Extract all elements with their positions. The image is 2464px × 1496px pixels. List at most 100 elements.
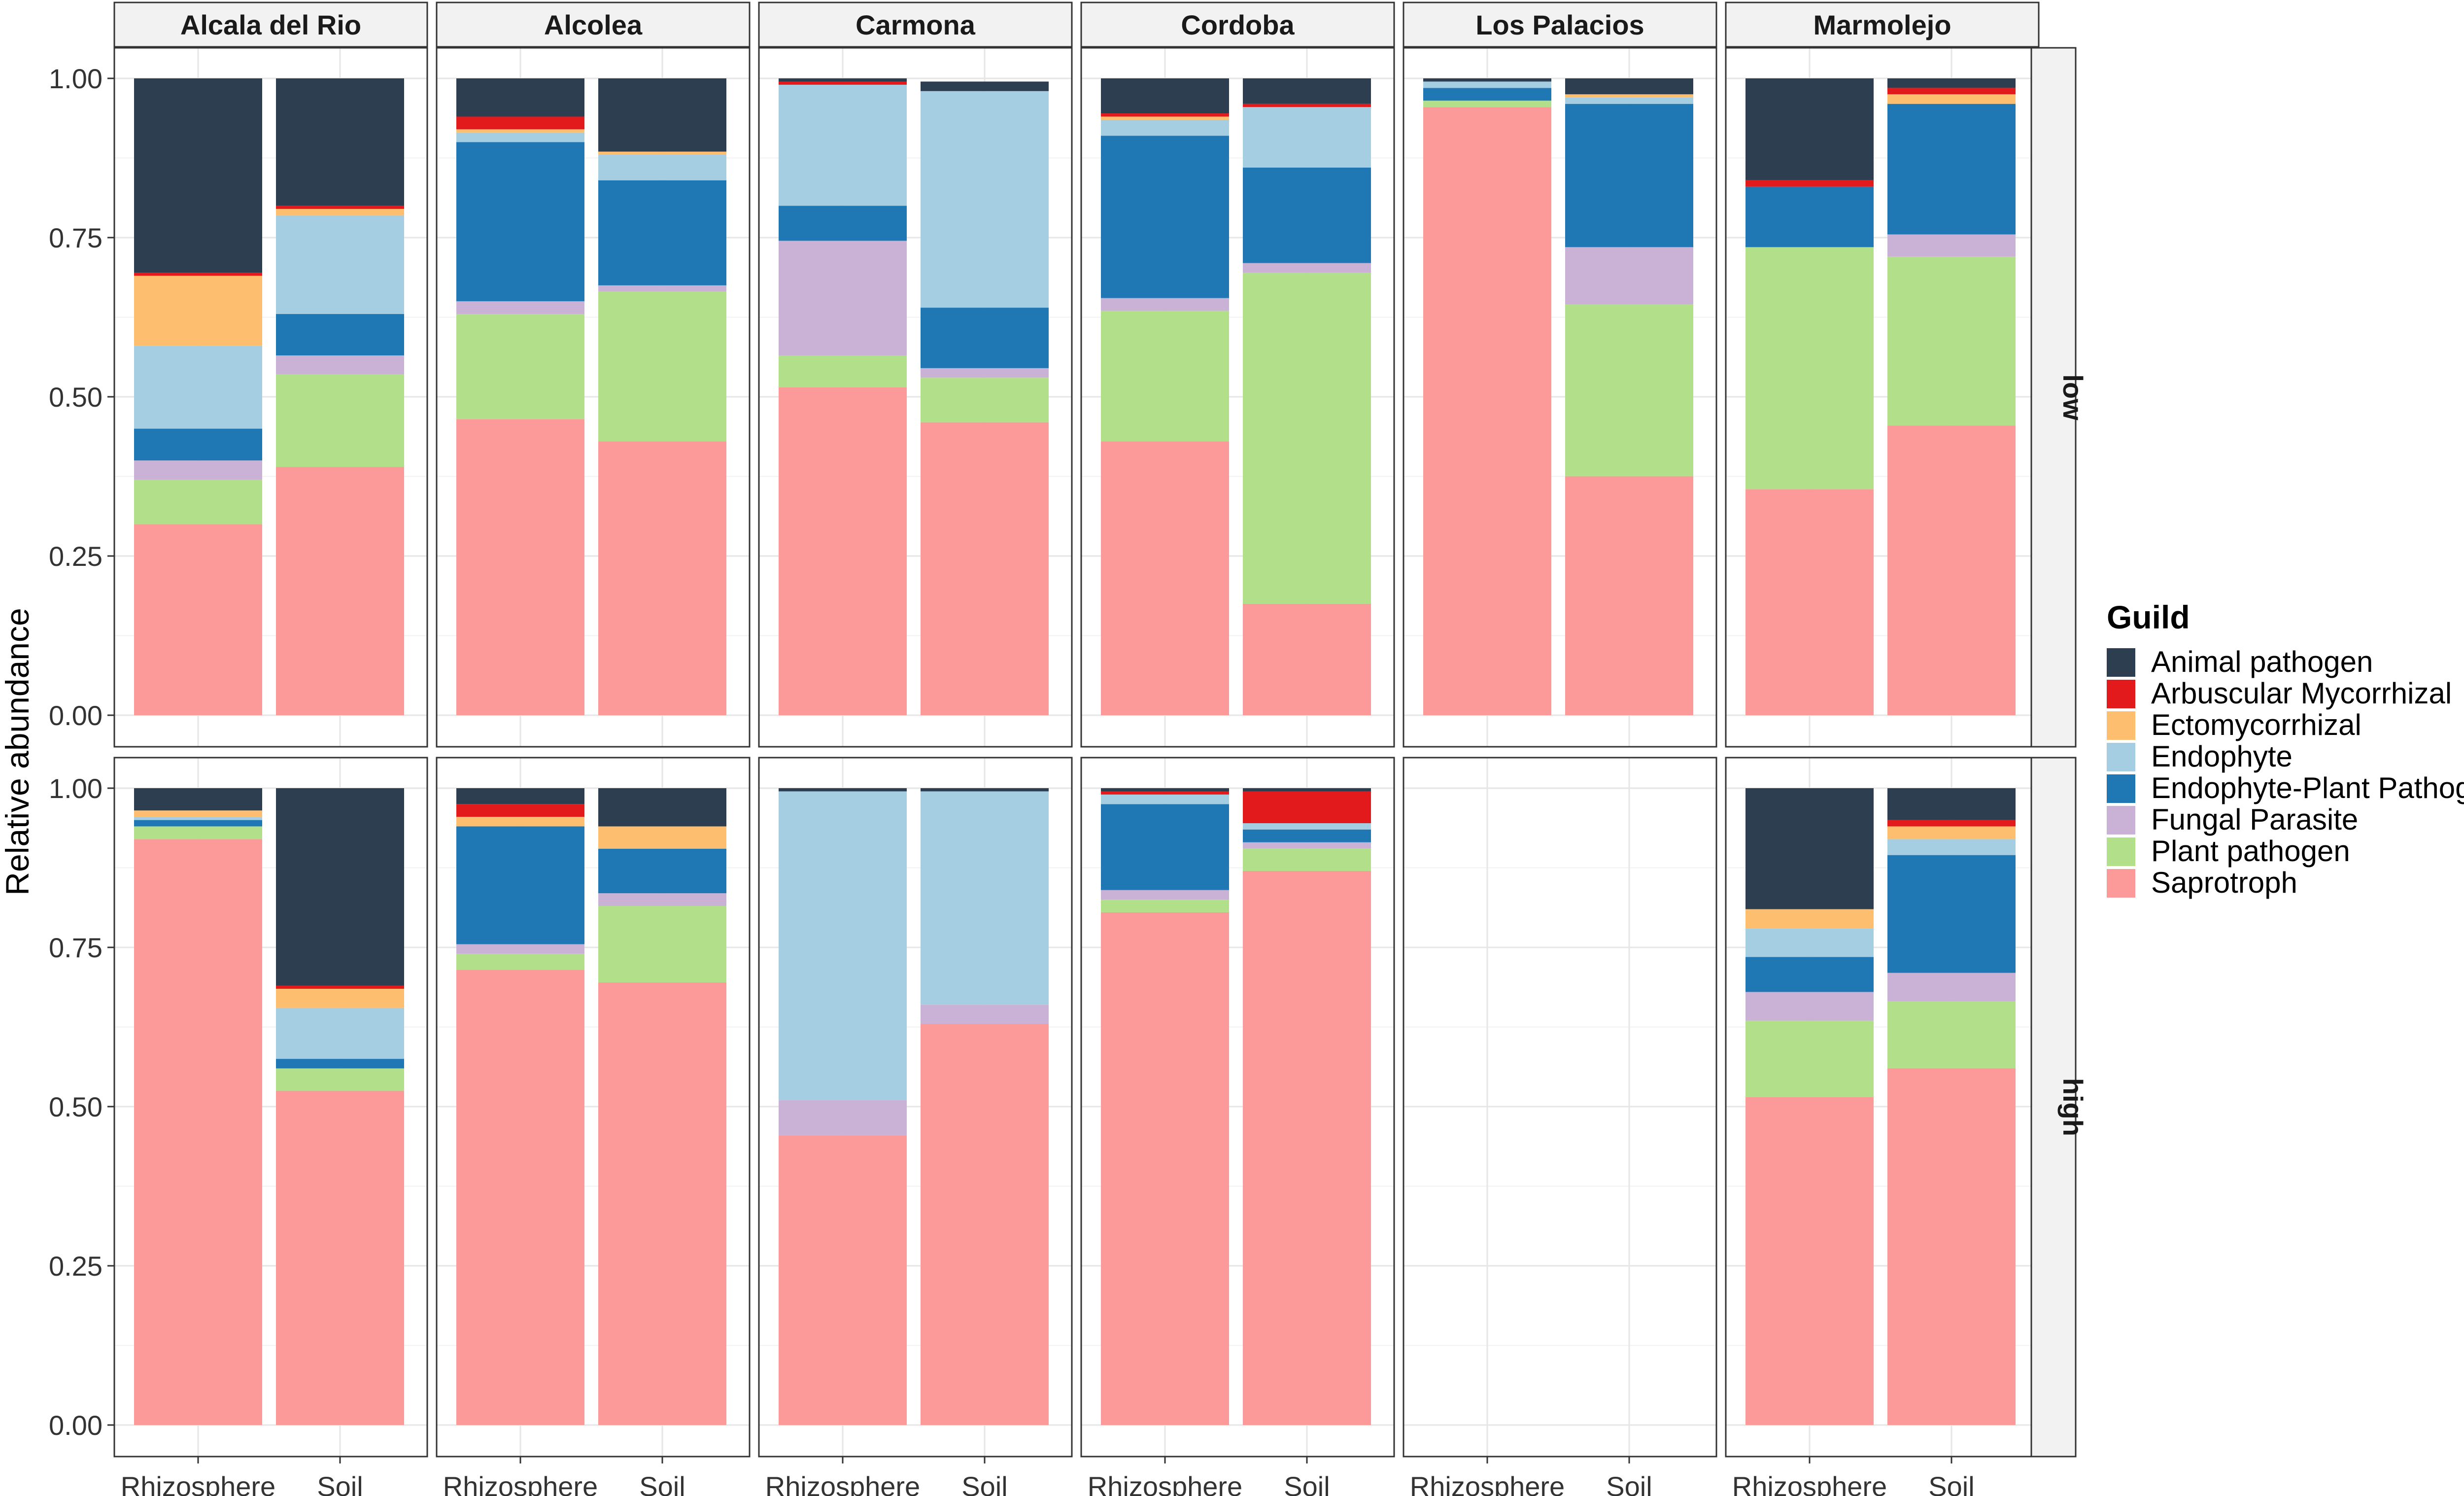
bar-segment-alcolea-high-rhizosphere-endophyte-plant-pathogen bbox=[456, 826, 584, 944]
bar-segment-carmona-low-soil-endophyte bbox=[921, 91, 1049, 308]
bar-segment-marmolejo-low-soil-endophyte-plant-pathogen bbox=[1887, 104, 2016, 235]
column-strip bbox=[1403, 1, 1717, 48]
bar-segment-alcolea-low-rhizosphere-saprotroph bbox=[456, 419, 584, 715]
bar-segment-carmona-low-rhizosphere-animal-pathogen bbox=[779, 78, 907, 82]
bar-segment-los-palacios-low-rhizosphere-saprotroph bbox=[1423, 107, 1551, 715]
x-tick-label-soil: Soil bbox=[961, 1471, 1007, 1496]
row-strip bbox=[2030, 757, 2077, 1458]
column-label-cordoba: Cordoba bbox=[1181, 9, 1295, 40]
column-label-alcala-del-rio: Alcala del Rio bbox=[180, 9, 361, 40]
bar-segment-alcala-del-rio-high-rhizosphere-endophyte bbox=[134, 817, 262, 820]
bar-segment-cordoba-low-soil-saprotroph bbox=[1243, 603, 1371, 715]
bar-segment-marmolejo-high-soil-ectomycorrhizal bbox=[1887, 826, 2016, 839]
bar-segment-cordoba-low-soil-arbuscular-mycorrhizal bbox=[1243, 104, 1371, 107]
bar-segment-cordoba-high-rhizosphere-fungal-parasite bbox=[1101, 890, 1229, 900]
bar-segment-alcolea-low-soil-animal-pathogen bbox=[598, 78, 726, 152]
bar-segment-alcala-del-rio-low-soil-arbuscular-mycorrhizal bbox=[276, 206, 404, 209]
bar-segment-cordoba-low-rhizosphere-endophyte bbox=[1101, 119, 1229, 136]
legend-label-endophyte-plant-pathogen: Endophyte-Plant Pathogen bbox=[2151, 771, 2464, 804]
bar-segment-alcala-del-rio-high-rhizosphere-endophyte-plant-pathogen bbox=[134, 820, 262, 827]
bar-segment-los-palacios-low-rhizosphere-endophyte bbox=[1423, 81, 1551, 88]
panel-border bbox=[436, 47, 751, 748]
y-tick-label: 0.75 bbox=[49, 222, 103, 253]
bar-segment-marmolejo-high-rhizosphere-animal-pathogen bbox=[1745, 788, 1874, 909]
bar-segment-los-palacios-low-soil-fungal-parasite bbox=[1565, 247, 1693, 305]
bar-segment-alcala-del-rio-high-soil-arbuscular-mycorrhizal bbox=[276, 985, 404, 989]
x-tick-label-soil: Soil bbox=[1928, 1471, 1974, 1496]
panel-border bbox=[436, 757, 751, 1458]
bar-segment-cordoba-low-soil-fungal-parasite bbox=[1243, 263, 1371, 273]
bar-segment-carmona-low-rhizosphere-endophyte bbox=[779, 84, 907, 206]
bar-segment-cordoba-high-rhizosphere-saprotroph bbox=[1101, 912, 1229, 1425]
bar-segment-marmolejo-low-soil-animal-pathogen bbox=[1887, 78, 2016, 88]
bar-segment-los-palacios-low-soil-endophyte-plant-pathogen bbox=[1565, 104, 1693, 247]
bar-segment-marmolejo-low-soil-saprotroph bbox=[1887, 425, 2016, 715]
bar-segment-alcala-del-rio-low-soil-saprotroph bbox=[276, 467, 404, 715]
x-tick-label-soil: Soil bbox=[317, 1471, 363, 1496]
bar-segment-alcala-del-rio-high-rhizosphere-animal-pathogen bbox=[134, 788, 262, 811]
y-tick-label: 1.00 bbox=[49, 773, 103, 804]
bar-segment-cordoba-low-soil-plant-pathogen bbox=[1243, 273, 1371, 604]
bar-segment-cordoba-low-rhizosphere-animal-pathogen bbox=[1101, 78, 1229, 114]
bar-segment-cordoba-low-soil-animal-pathogen bbox=[1243, 78, 1371, 104]
legend-key-endophyte-plant-pathogen bbox=[2107, 774, 2135, 803]
bar-segment-carmona-low-soil-endophyte-plant-pathogen bbox=[921, 308, 1049, 368]
bar-segment-alcala-del-rio-low-rhizosphere-endophyte-plant-pathogen bbox=[134, 428, 262, 461]
legend-label-fungal-parasite: Fungal Parasite bbox=[2151, 803, 2358, 836]
bar-segment-alcala-del-rio-low-rhizosphere-endophyte bbox=[134, 346, 262, 429]
bar-segment-alcolea-high-rhizosphere-saprotroph bbox=[456, 970, 584, 1425]
bar-segment-marmolejo-high-rhizosphere-saprotroph bbox=[1745, 1097, 1874, 1425]
legend-label-saprotroph: Saprotroph bbox=[2151, 866, 2297, 899]
legend-label-arbuscular-mycorrhizal: Arbuscular Mycorrhizal bbox=[2151, 677, 2452, 710]
x-tick-label-soil: Soil bbox=[1606, 1471, 1652, 1496]
bar-segment-alcolea-high-rhizosphere-fungal-parasite bbox=[456, 944, 584, 954]
bar-segment-alcolea-high-rhizosphere-animal-pathogen bbox=[456, 788, 584, 804]
x-tick-label-rhizosphere: Rhizosphere bbox=[443, 1471, 598, 1496]
bar-segment-alcala-del-rio-high-soil-plant-pathogen bbox=[276, 1068, 404, 1091]
legend-key-plant-pathogen bbox=[2107, 837, 2135, 866]
bar-segment-los-palacios-low-rhizosphere-animal-pathogen bbox=[1423, 78, 1551, 82]
bar-segment-los-palacios-low-soil-plant-pathogen bbox=[1565, 304, 1693, 477]
bar-segment-alcala-del-rio-high-soil-saprotroph bbox=[276, 1090, 404, 1425]
legend-label-plant-pathogen: Plant pathogen bbox=[2151, 835, 2350, 868]
bar-segment-alcolea-high-soil-ectomycorrhizal bbox=[598, 826, 726, 849]
bar-segment-marmolejo-low-rhizosphere-animal-pathogen bbox=[1745, 78, 1874, 180]
bar-segment-alcolea-high-soil-endophyte-plant-pathogen bbox=[598, 848, 726, 894]
panel-border bbox=[1403, 47, 1717, 748]
bar-segment-cordoba-low-rhizosphere-saprotroph bbox=[1101, 441, 1229, 715]
bar-segment-los-palacios-low-soil-saprotroph bbox=[1565, 476, 1693, 715]
y-axis-title: Relative abundance bbox=[0, 608, 35, 895]
y-tick-label: 0.75 bbox=[49, 932, 103, 963]
bar-segment-alcolea-low-rhizosphere-plant-pathogen bbox=[456, 314, 584, 419]
y-tick-label: 0.25 bbox=[49, 1251, 103, 1282]
bar-segment-alcolea-low-soil-plant-pathogen bbox=[598, 291, 726, 442]
bar-segment-cordoba-low-rhizosphere-endophyte-plant-pathogen bbox=[1101, 136, 1229, 298]
bar-segment-alcala-del-rio-low-soil-ectomycorrhizal bbox=[276, 209, 404, 215]
bar-segment-alcala-del-rio-low-rhizosphere-fungal-parasite bbox=[134, 460, 262, 480]
strip-layer: Alcala del Rio Alcolea Carmona Cordoba Los P… bbox=[113, 1, 2088, 1458]
bar-segment-carmona-high-soil-animal-pathogen bbox=[921, 788, 1049, 792]
bar-segment-cordoba-low-rhizosphere-plant-pathogen bbox=[1101, 311, 1229, 442]
legend-label-ectomycorrhizal: Ectomycorrhizal bbox=[2151, 708, 2361, 741]
bar-segment-marmolejo-high-rhizosphere-endophyte bbox=[1745, 928, 1874, 957]
bar-segment-alcala-del-rio-high-rhizosphere-ectomycorrhizal bbox=[134, 810, 262, 817]
bar-segment-cordoba-high-soil-arbuscular-mycorrhizal bbox=[1243, 791, 1371, 824]
legend-label-endophyte: Endophyte bbox=[2151, 740, 2293, 773]
bar-segment-alcala-del-rio-high-soil-endophyte bbox=[276, 1008, 404, 1059]
bar-segment-los-palacios-low-soil-endophyte bbox=[1565, 97, 1693, 104]
bars-layer bbox=[134, 78, 2016, 1425]
bar-segment-cordoba-high-rhizosphere-arbuscular-mycorrhizal bbox=[1101, 791, 1229, 795]
bar-segment-alcolea-low-soil-endophyte-plant-pathogen bbox=[598, 180, 726, 285]
bar-segment-marmolejo-high-soil-fungal-parasite bbox=[1887, 973, 2016, 1002]
bar-segment-alcolea-high-soil-plant-pathogen bbox=[598, 906, 726, 983]
bar-segment-carmona-high-soil-fungal-parasite bbox=[921, 1005, 1049, 1024]
y-tick-label: 1.00 bbox=[49, 63, 103, 94]
bar-segment-marmolejo-high-rhizosphere-ectomycorrhizal bbox=[1745, 909, 1874, 929]
bar-segment-marmolejo-high-rhizosphere-plant-pathogen bbox=[1745, 1020, 1874, 1097]
bar-segment-marmolejo-low-soil-plant-pathogen bbox=[1887, 256, 2016, 426]
panel-border bbox=[1080, 757, 1395, 1458]
bar-segment-cordoba-low-rhizosphere-ectomycorrhizal bbox=[1101, 116, 1229, 120]
bar-segment-cordoba-high-soil-saprotroph bbox=[1243, 870, 1371, 1425]
bar-segment-carmona-high-rhizosphere-animal-pathogen bbox=[779, 788, 907, 792]
